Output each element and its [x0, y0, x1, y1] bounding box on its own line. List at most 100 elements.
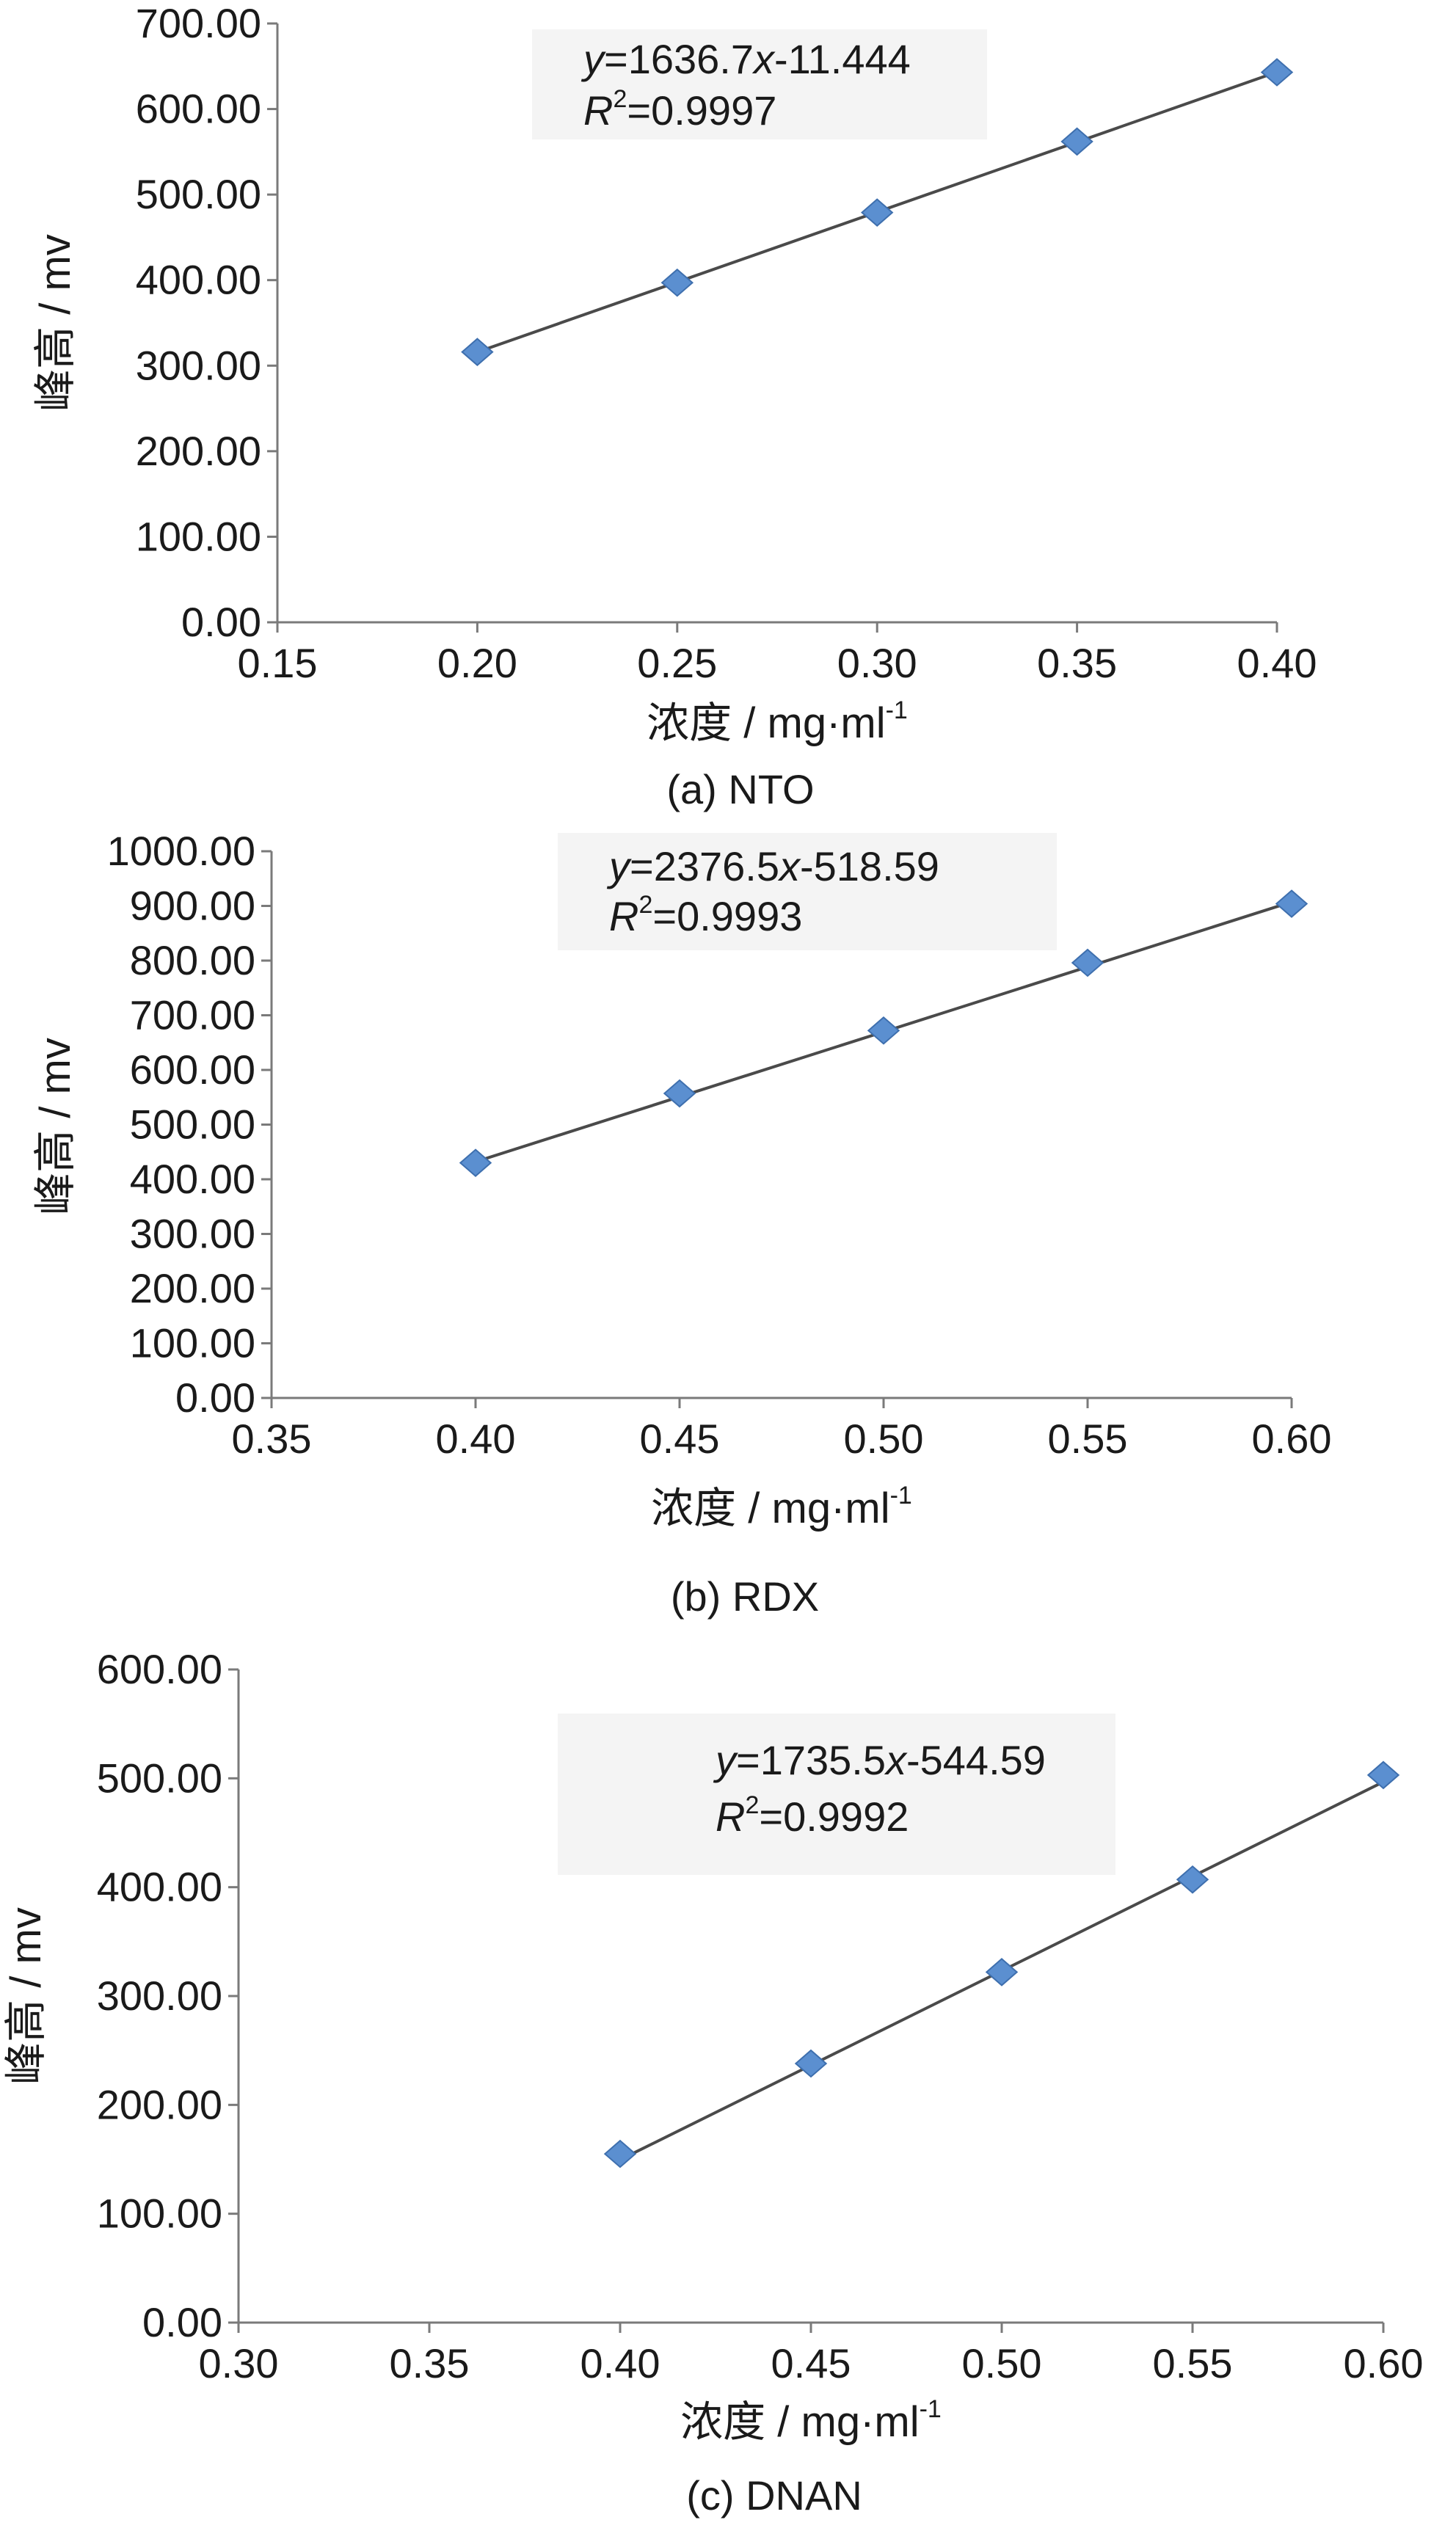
- y-tick-label: 500.00: [97, 1755, 222, 1801]
- data-point: [1176, 1865, 1209, 1894]
- x-tick-label: 0.25: [637, 640, 717, 686]
- equation-intercept: -518.59: [800, 843, 939, 889]
- x-axis-label-superscript: -1: [890, 1482, 912, 1510]
- chart-b: 0.00 100.00 200.00 300.00 400.00 500.00 600.00…: [32, 828, 1332, 1620]
- equation-slope: =1735.5: [736, 1737, 886, 1783]
- x-tick-label: 0.50: [844, 1416, 924, 1462]
- y-tick-label: 100.00: [136, 513, 261, 559]
- x-tick-label: 0.60: [1252, 1416, 1332, 1462]
- x-tick-label: 0.35: [1037, 640, 1117, 686]
- data-point: [660, 268, 694, 297]
- x-tick-label: 0.20: [437, 640, 517, 686]
- y-tick-label: 0.00: [175, 1374, 255, 1421]
- y-tick-label: 600.00: [97, 1646, 222, 1692]
- chart-a: 0.00 100.00 200.00 300.00 400.00 500.00 600.00…: [32, 0, 1317, 812]
- r-squared: R2=0.9997: [583, 85, 776, 134]
- equation-var-y: y: [713, 1737, 738, 1783]
- chart-caption: (c) DNAN: [686, 2472, 862, 2519]
- y-tick-label: 100.00: [130, 1320, 255, 1366]
- chart-caption: (a) NTO: [666, 766, 814, 812]
- r-squared-value: =0.9992: [759, 1793, 909, 1840]
- regression-equation: y=1735.5x-544.59: [713, 1737, 1046, 1783]
- equation-var-x: x: [751, 36, 776, 82]
- y-axis-label: 峰高 / mv: [2, 1907, 50, 2085]
- y-axis-label: 峰高 / mv: [32, 234, 79, 412]
- x-tick-label: 0.60: [1344, 2340, 1424, 2386]
- x-tick-label: 0.35: [232, 1416, 312, 1462]
- x-tick-label: 0.35: [390, 2340, 470, 2386]
- equation-slope: =2376.5: [630, 843, 779, 889]
- data-point: [794, 2049, 828, 2078]
- y-tick-label: 400.00: [97, 1864, 222, 1910]
- equation-box: [532, 29, 987, 139]
- chart-c: 0.00 100.00 200.00 300.00 400.00 500.00 600.00…: [2, 1646, 1424, 2519]
- y-tick-label: 600.00: [130, 1046, 255, 1093]
- y-tick-label: 400.00: [130, 1156, 255, 1202]
- r-squared: R2=0.9992: [716, 1791, 909, 1840]
- r-squared-superscript: 2: [613, 85, 627, 113]
- equation-box: [558, 833, 1057, 950]
- x-axis-label-main: 浓度 / mg·ml: [651, 1485, 889, 1532]
- y-tick-label: 500.00: [130, 1101, 255, 1148]
- y-tick-label: 200.00: [136, 428, 261, 474]
- data-point: [985, 1958, 1019, 1986]
- data-point: [1260, 58, 1294, 87]
- y-tick-label: 700.00: [130, 992, 255, 1038]
- x-tick-label: 0.45: [640, 1416, 720, 1462]
- r-squared: R2=0.9993: [609, 891, 802, 939]
- equation-var-y: y: [606, 843, 632, 889]
- equation-intercept: -544.59: [906, 1737, 1046, 1783]
- data-point: [1071, 948, 1104, 977]
- x-axis-label-superscript: -1: [886, 696, 908, 724]
- data-point: [459, 1148, 492, 1177]
- data-point: [663, 1079, 696, 1108]
- r-squared-var: R: [609, 893, 638, 939]
- x-axis-label: 浓度 / mg·ml-1: [647, 696, 908, 747]
- x-tick-label: 0.40: [436, 1416, 516, 1462]
- r-squared-superscript: 2: [745, 1791, 759, 1819]
- equation-var-y: y: [580, 36, 606, 82]
- data-point: [1275, 889, 1308, 918]
- chart-caption: (b) RDX: [671, 1573, 819, 1620]
- x-axis-label-main: 浓度 / mg·ml: [680, 2398, 919, 2446]
- equation-intercept: -11.444: [774, 36, 911, 82]
- r-squared-superscript: 2: [638, 891, 652, 919]
- y-tick-label: 0.00: [181, 599, 261, 645]
- r-squared-value: =0.9993: [652, 893, 802, 939]
- y-tick-label: 200.00: [97, 2081, 222, 2127]
- x-tick-label: 0.30: [199, 2340, 279, 2386]
- y-tick-label: 300.00: [130, 1211, 255, 1257]
- x-tick-label: 0.40: [580, 2340, 660, 2386]
- y-tick-label: 800.00: [130, 937, 255, 983]
- r-squared-value: =0.9997: [627, 87, 776, 134]
- y-tick-label: 100.00: [97, 2191, 222, 2237]
- x-axis-label-main: 浓度 / mg·ml: [647, 699, 885, 747]
- data-point: [603, 2139, 637, 2168]
- x-tick-label: 0.50: [962, 2340, 1042, 2386]
- regression-equation: y=2376.5x-518.59: [606, 843, 939, 889]
- data-point: [867, 1016, 900, 1045]
- regression-equation: y=1636.7x-11.444: [580, 36, 911, 82]
- y-tick-label: 600.00: [136, 86, 261, 132]
- x-axis-label: 浓度 / mg·ml-1: [680, 2395, 942, 2446]
- x-tick-label: 0.40: [1237, 640, 1317, 686]
- y-tick-label: 700.00: [136, 0, 261, 46]
- equation-slope: =1636.7: [604, 36, 754, 82]
- y-axis-label: 峰高 / mv: [32, 1038, 79, 1215]
- r-squared-var: R: [583, 87, 613, 134]
- equation-var-x: x: [884, 1737, 908, 1783]
- y-tick-label: 300.00: [97, 1973, 222, 2019]
- x-axis-label: 浓度 / mg·ml-1: [651, 1482, 912, 1532]
- equation-box: [558, 1714, 1115, 1875]
- x-tick-label: 0.55: [1153, 2340, 1233, 2386]
- data-point: [860, 198, 894, 227]
- x-tick-label: 0.55: [1048, 1416, 1128, 1462]
- y-tick-label: 1000.00: [107, 828, 255, 874]
- y-tick-label: 400.00: [136, 257, 261, 303]
- x-axis-label-superscript: -1: [920, 2395, 942, 2423]
- y-tick-label: 500.00: [136, 171, 261, 217]
- r-squared-var: R: [716, 1793, 745, 1840]
- y-tick-label: 200.00: [130, 1265, 255, 1311]
- x-tick-label: 0.15: [238, 640, 318, 686]
